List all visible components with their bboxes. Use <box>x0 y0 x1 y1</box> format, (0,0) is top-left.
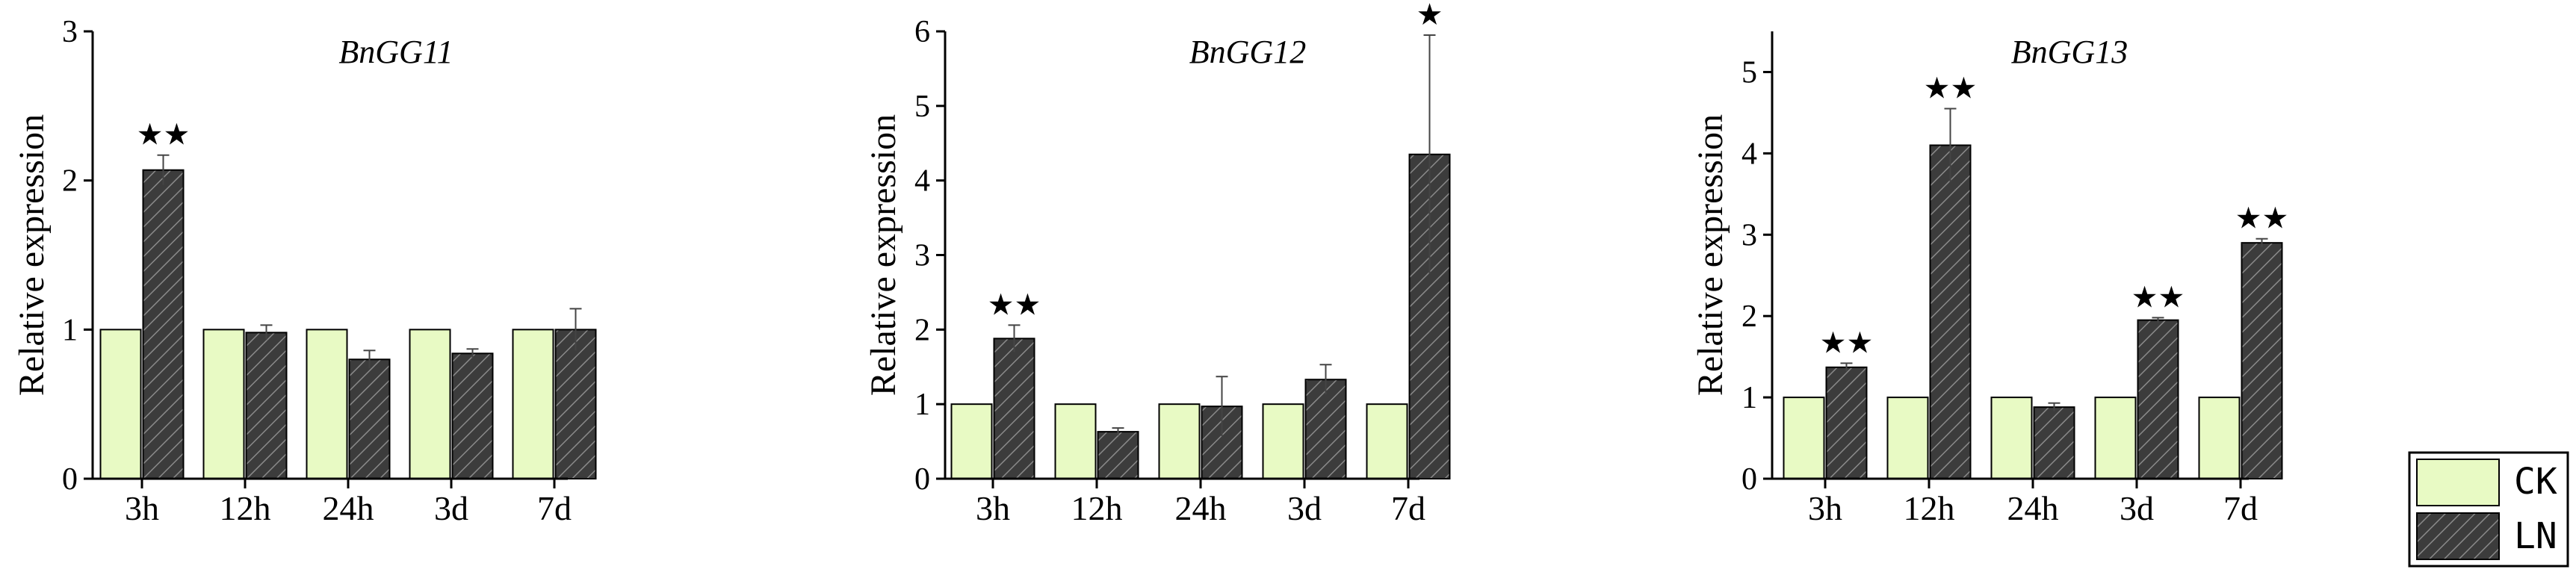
bar-ck <box>99 329 142 480</box>
significance-marker: ★★ <box>1820 326 1874 359</box>
bar-ck <box>306 329 348 480</box>
bar-ck <box>202 329 245 480</box>
significance-marker: ★★ <box>137 118 191 152</box>
significance-marker: ★★ <box>988 288 1041 321</box>
y-axis-label: Relative expression <box>1691 114 1730 396</box>
x-tick-label: 7d <box>537 489 572 527</box>
y-tick-label: 5 <box>914 90 930 124</box>
y-tick-label: 1 <box>914 388 930 422</box>
bar-ln <box>142 169 185 479</box>
x-tick-label: 12h <box>1904 489 1955 527</box>
legend: CK LN <box>2408 451 2569 568</box>
y-tick-label: 3 <box>914 239 930 273</box>
y-tick-label: 0 <box>1741 462 1757 497</box>
x-tick-label: 3d <box>2120 489 2154 527</box>
bar-ck <box>2198 397 2241 479</box>
y-tick-label: 0 <box>62 462 78 497</box>
bar-ck <box>1262 403 1304 480</box>
bar-ln <box>554 329 597 480</box>
bar-ck <box>1158 403 1201 480</box>
y-axis-label: Relative expression <box>864 114 903 396</box>
y-tick-label: 2 <box>1741 299 1757 334</box>
x-tick-label: 24h <box>1175 489 1227 527</box>
bar-ck <box>409 329 451 480</box>
bar-ck <box>512 329 554 480</box>
bar-ln <box>2241 242 2283 479</box>
y-tick-label: 2 <box>914 313 930 347</box>
x-tick-label: 12h <box>220 489 271 527</box>
legend-label-ln: LN <box>2514 515 2557 557</box>
chart-panel-3: BnGG13 Relative expression 0 1 2 3 4 5 ★★ 3h ★★ 12h… <box>1691 31 2288 527</box>
significance-marker: ★★ <box>2235 202 2289 235</box>
legend-label-ck: CK <box>2514 461 2557 503</box>
y-tick-label: 3 <box>62 15 78 49</box>
x-tick-label: 3d <box>1287 489 1322 527</box>
x-tick-label: 3h <box>125 489 159 527</box>
x-tick-label: 7d <box>2223 489 2258 527</box>
x-tick-label: 24h <box>2007 489 2059 527</box>
bar-ln <box>1097 431 1139 479</box>
significance-marker: ★★ <box>1924 71 1978 105</box>
bar-ln <box>451 352 494 479</box>
bar-ln <box>348 358 391 479</box>
legend-swatch-ln <box>2416 512 2500 560</box>
chart-title: BnGG11 <box>338 34 453 70</box>
bar-ck <box>1366 403 1408 480</box>
bar-ck <box>1990 397 2033 479</box>
y-tick-label: 3 <box>1741 218 1757 252</box>
y-tick-label: 4 <box>1741 137 1757 171</box>
chart-panel-2: BnGG12 Relative expression 0 1 2 3 4 5 6 ★★ 3h 12h 2… <box>864 0 1451 527</box>
x-tick-label: 3d <box>434 489 468 527</box>
chart-title: BnGG13 <box>2011 34 2128 70</box>
bar-ln <box>245 332 288 479</box>
y-tick-label: 2 <box>62 164 78 199</box>
y-tick-label: 5 <box>1741 55 1757 90</box>
bar-ln <box>1929 144 1972 480</box>
bar-ln <box>1825 366 1868 480</box>
chart-title: BnGG12 <box>1189 34 1306 70</box>
bar-ck <box>1783 397 1825 479</box>
bar-ln <box>2033 406 2075 479</box>
significance-marker: ★★ <box>2131 280 2185 314</box>
y-tick-label: 4 <box>914 164 930 199</box>
x-tick-label: 7d <box>1391 489 1425 527</box>
bar-ck <box>950 403 993 480</box>
y-axis-label: Relative expression <box>12 114 52 396</box>
y-tick-label: 0 <box>914 462 930 497</box>
legend-swatch-ck <box>2416 459 2500 506</box>
significance-marker: ★ <box>1417 0 1443 31</box>
bar-ln <box>993 338 1035 479</box>
x-tick-label: 3h <box>1808 489 1842 527</box>
y-tick-label: 1 <box>1741 381 1757 415</box>
x-tick-label: 12h <box>1071 489 1123 527</box>
bar-ck <box>1054 403 1097 480</box>
x-tick-label: 3h <box>976 489 1010 527</box>
chart-panel-1: BnGG11 Relative expression 0 1 2 3 ★★ 3h 12h 24h 3… <box>12 15 597 527</box>
bar-ck <box>1886 397 1929 479</box>
bar-ck <box>2094 397 2137 479</box>
x-tick-label: 24h <box>323 489 374 527</box>
bar-ln <box>2137 319 2179 479</box>
y-tick-label: 6 <box>914 15 930 49</box>
y-tick-label: 1 <box>62 313 78 347</box>
